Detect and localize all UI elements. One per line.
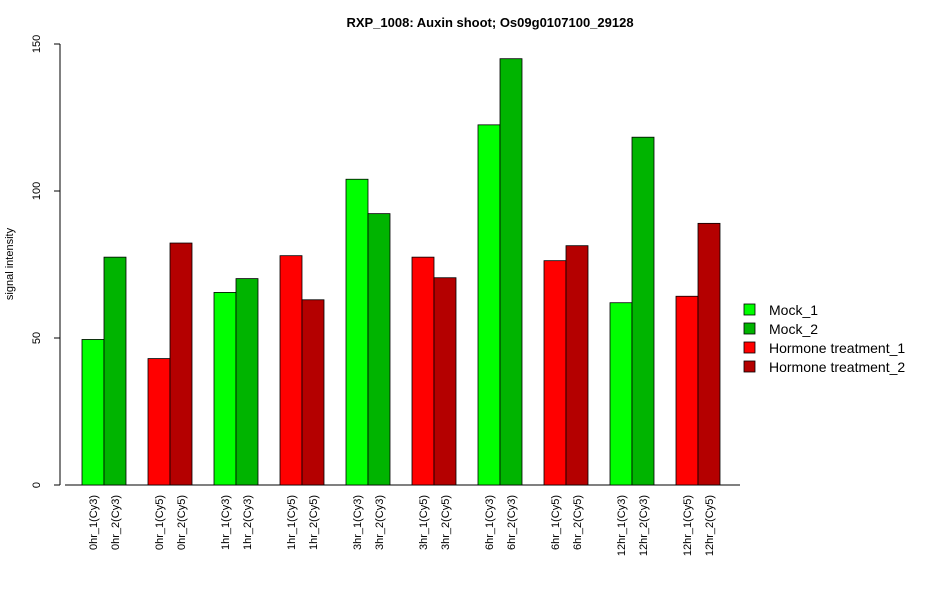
bar	[345, 178, 369, 486]
legend-swatch	[743, 341, 756, 354]
legend-swatch	[743, 322, 756, 335]
legend-swatch	[743, 360, 756, 373]
x-tick-label: 1hr_1(Cy3)	[220, 495, 232, 550]
legend-label: Mock_2	[769, 321, 818, 337]
bar	[279, 255, 303, 486]
bar	[103, 256, 127, 486]
bar	[367, 213, 391, 486]
x-tick-label: 3hr_2(Cy5)	[440, 495, 452, 550]
bar	[543, 260, 567, 486]
x-tick-label: 6hr_2(Cy3)	[506, 495, 518, 550]
y-tick-label: 0	[31, 482, 43, 488]
x-axis: 0hr_1(Cy3) 0hr_2(Cy3) 0hr_1(Cy5) 0hr_2(Cy5)…	[65, 484, 740, 556]
bar	[609, 302, 633, 486]
x-tick-label: 0hr_1(Cy5)	[154, 495, 166, 550]
bar	[697, 222, 721, 486]
x-tick-label: 12hr_2(Cy5)	[704, 495, 716, 556]
bar	[477, 124, 501, 486]
bar	[147, 358, 171, 486]
x-tick-label: 0hr_2(Cy5)	[176, 495, 188, 550]
y-axis: 0 50 100 150	[31, 35, 61, 488]
y-axis-label: signal intensity	[4, 227, 16, 300]
x-tick-label: 0hr_2(Cy3)	[110, 495, 122, 550]
x-tick-label: 6hr_1(Cy3)	[484, 495, 496, 550]
bars	[81, 58, 721, 486]
x-tick-label: 3hr_1(Cy3)	[352, 495, 364, 550]
y-tick-label: 50	[31, 332, 43, 344]
x-tick-label: 1hr_2(Cy3)	[242, 495, 254, 550]
bar	[235, 278, 259, 486]
x-tick-label: 0hr_1(Cy3)	[88, 495, 100, 550]
x-tick-label: 1hr_2(Cy5)	[308, 495, 320, 550]
bar	[213, 292, 237, 486]
bar	[411, 256, 435, 486]
legend-label: Mock_1	[769, 302, 818, 318]
bar	[301, 299, 325, 486]
bar	[433, 277, 457, 486]
x-tick-label: 12hr_1(Cy3)	[616, 495, 628, 556]
x-tick-label: 1hr_1(Cy5)	[286, 495, 298, 550]
x-tick-label: 3hr_2(Cy3)	[374, 495, 386, 550]
bar	[81, 339, 105, 486]
x-tick-label: 6hr_1(Cy5)	[550, 495, 562, 550]
legend-label: Hormone treatment_2	[769, 359, 905, 375]
legend-swatch	[743, 303, 756, 316]
y-tick-label: 150	[31, 35, 43, 53]
legend: Mock_1 Mock_2 Hormone treatment_1 Hormone t…	[743, 302, 905, 375]
x-tick-label: 12hr_2(Cy3)	[638, 495, 650, 556]
legend-label: Hormone treatment_1	[769, 340, 905, 356]
x-tick-label: 12hr_1(Cy5)	[682, 495, 694, 556]
bar	[169, 242, 193, 486]
bar	[631, 136, 655, 486]
bar	[565, 245, 589, 486]
x-tick-label: 3hr_1(Cy5)	[418, 495, 430, 550]
bar	[499, 58, 523, 486]
chart-title: RXP_1008: Auxin shoot; Os09g0107100_2912…	[346, 15, 633, 30]
bar	[675, 295, 699, 486]
y-tick-label: 100	[31, 182, 43, 200]
x-tick-label: 6hr_2(Cy5)	[572, 495, 584, 550]
